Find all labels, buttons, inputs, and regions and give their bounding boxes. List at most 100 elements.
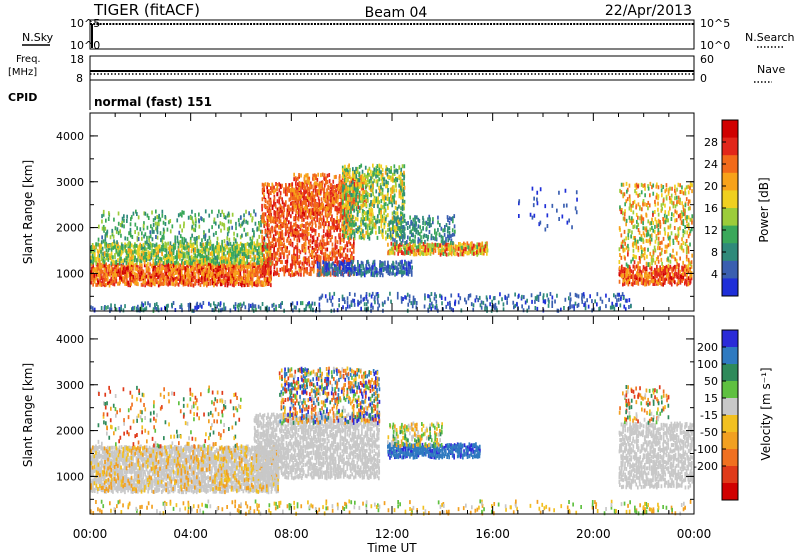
power-scatter-region-2 [100, 209, 267, 245]
velocity-scatter-region-9 [102, 387, 238, 449]
power-y-tick-label: 4000 [56, 130, 84, 143]
power-scatter-region-2 [97, 209, 265, 245]
time-axis: 00:00 04:00 08:00 12:00 16:00 20:00 00:00 [73, 527, 712, 541]
velocity-colorbar-swatch [722, 449, 738, 467]
power-scatter-region-11 [328, 291, 632, 313]
nsky-label: N.Sky [22, 31, 54, 44]
power-scatter-region-13 [518, 186, 578, 227]
power-colorbar-swatch [722, 260, 738, 279]
velocity-scatter-region-3 [278, 367, 379, 423]
nave-label: Nave [757, 63, 785, 76]
power-y-axis: 1000 2000 3000 4000 [56, 113, 695, 311]
station-title: TIGER (fitACF) [93, 1, 200, 19]
freq-label-1: Freq. [16, 54, 41, 65]
velocity-scatter-region-8 [100, 499, 673, 516]
power-scatter-region-5 [341, 163, 405, 241]
power-colorbar-tick: 12 [704, 224, 718, 237]
power-scatter-region-5 [342, 165, 406, 241]
power-scatter-region-10 [618, 182, 692, 267]
power-scatter-region-1 [90, 241, 272, 266]
power-scatter-region-8 [392, 215, 456, 245]
nave-bottom: 0 [700, 72, 707, 85]
velocity-y-axis: 1000 2000 3000 4000 [56, 316, 695, 514]
freq-top: 18 [70, 53, 84, 66]
power-scatter-region-3 [261, 182, 355, 275]
power-scatter-region-7 [316, 259, 412, 278]
velocity-scatter-region-3 [284, 366, 381, 426]
velocity-scatter-region-9 [97, 385, 237, 449]
x-tick-label: 00:00 [73, 527, 108, 541]
velocity-heatmap [90, 366, 694, 516]
x-tick-label: 08:00 [274, 527, 309, 541]
x-tick-label: 04:00 [173, 527, 208, 541]
beam-title: Beam 04 [365, 5, 428, 21]
velocity-scatter-region-9 [114, 388, 242, 448]
velocity-scatter-region-3 [281, 367, 379, 426]
power-colorbar-tick: 16 [704, 202, 718, 215]
cpid-mode: normal (fast) 151 [94, 95, 212, 109]
power-scatter-region-1 [93, 242, 272, 266]
power-colorbar-tick: 28 [704, 136, 718, 149]
velocity-y-tick-label: 4000 [56, 333, 84, 346]
freq-bottom: 8 [76, 72, 83, 85]
nsky-bottom: 10^0 [70, 39, 100, 52]
velocity-scatter-region-7 [619, 386, 670, 423]
velocity-scatter-region-3 [280, 366, 381, 424]
velocity-scatter-region-5 [389, 422, 441, 449]
power-scatter-region-8 [392, 215, 454, 246]
nsearch-bottom: 10^0 [700, 39, 730, 52]
velocity-scatter-region-3 [280, 367, 381, 425]
nsky-panel [89, 19, 695, 50]
x-tick-label: 12:00 [375, 527, 410, 541]
power-scatter-region-11 [318, 292, 631, 313]
cpid-label: CPID [8, 91, 37, 104]
velocity-scatter-region-2 [253, 412, 381, 481]
power-scatter-region-6 [389, 241, 488, 257]
velocity-colorbar-swatch [722, 415, 738, 433]
power-y-tick-label: 2000 [56, 222, 84, 235]
power-scatter-region-11 [318, 291, 632, 313]
nsearch-top: 10^5 [700, 17, 730, 30]
velocity-scatter-region-3 [279, 367, 381, 425]
power-scatter-region-10 [618, 181, 693, 268]
power-scatter-region-13 [518, 190, 578, 232]
velocity-scatter-region-3 [279, 366, 379, 425]
velocity-scatter-region-6 [618, 421, 694, 490]
power-colorbar-swatch [722, 278, 738, 297]
power-colorbar-tick: 8 [711, 246, 718, 259]
velocity-colorbar-swatch [722, 432, 738, 450]
velocity-colorbar: 200 100 50 15 -15 -50 -100 -200 [693, 329, 739, 501]
power-scatter-region-9 [618, 264, 693, 287]
date-title: 22/Apr/2013 [605, 3, 692, 19]
x-axis-label: Time UT [366, 541, 417, 554]
velocity-scatter-region-7 [623, 389, 660, 422]
power-colorbar-swatch [722, 137, 738, 156]
power-y-label: Slant Range [km] [21, 160, 35, 264]
velocity-colorbar-swatch [722, 381, 738, 399]
velocity-scatter-region-7 [625, 385, 670, 425]
nsearch-label: N.Search [745, 31, 795, 44]
power-colorbar-label: Power [dB] [757, 177, 771, 242]
power-heatmap [90, 163, 694, 313]
power-scatter-region-9 [618, 264, 690, 287]
velocity-colorbar-swatch [722, 347, 738, 365]
velocity-scatter-region-3 [279, 368, 379, 426]
velocity-scatter-region-1 [90, 444, 280, 494]
velocity-colorbar-swatch [722, 364, 738, 382]
power-scatter-region-9 [618, 264, 693, 287]
nsky-top: 10^5 [70, 17, 100, 30]
power-y-tick-label: 1000 [56, 267, 84, 280]
velocity-colorbar-tick: 15 [704, 392, 718, 405]
velocity-colorbar-tick: 200 [697, 341, 718, 354]
power-scatter-region-1 [90, 241, 271, 266]
power-scatter-region-7 [318, 259, 413, 278]
velocity-colorbar-tick: -100 [693, 443, 718, 456]
velocity-scatter-region-5 [387, 421, 441, 447]
velocity-colorbar-tick: 50 [704, 375, 718, 388]
velocity-colorbar-swatch [722, 483, 738, 501]
power-scatter-region-5 [342, 164, 406, 241]
power-scatter-region-4 [292, 172, 366, 214]
power-colorbar: 4 8 12 16 20 24 28 [704, 119, 739, 297]
power-scatter-region-0 [90, 262, 272, 288]
